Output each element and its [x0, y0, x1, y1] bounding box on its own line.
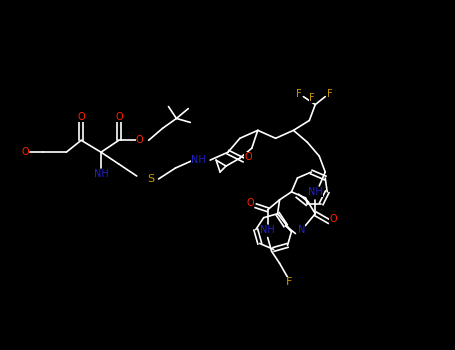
Text: S: S [147, 174, 154, 184]
Text: F: F [308, 93, 314, 103]
Text: O: O [244, 152, 252, 162]
Text: O: O [77, 112, 85, 122]
Text: O: O [246, 198, 253, 208]
Text: F: F [296, 89, 301, 99]
Text: O: O [136, 135, 143, 145]
Text: N: N [298, 225, 305, 235]
Text: F: F [286, 277, 293, 287]
Text: NH: NH [191, 155, 206, 165]
Text: F: F [327, 89, 333, 99]
Text: NH: NH [94, 169, 108, 179]
Text: O: O [22, 147, 30, 157]
Text: NH: NH [308, 187, 323, 197]
Text: NH: NH [260, 225, 275, 235]
Text: O: O [115, 112, 123, 122]
Text: O: O [329, 214, 337, 224]
